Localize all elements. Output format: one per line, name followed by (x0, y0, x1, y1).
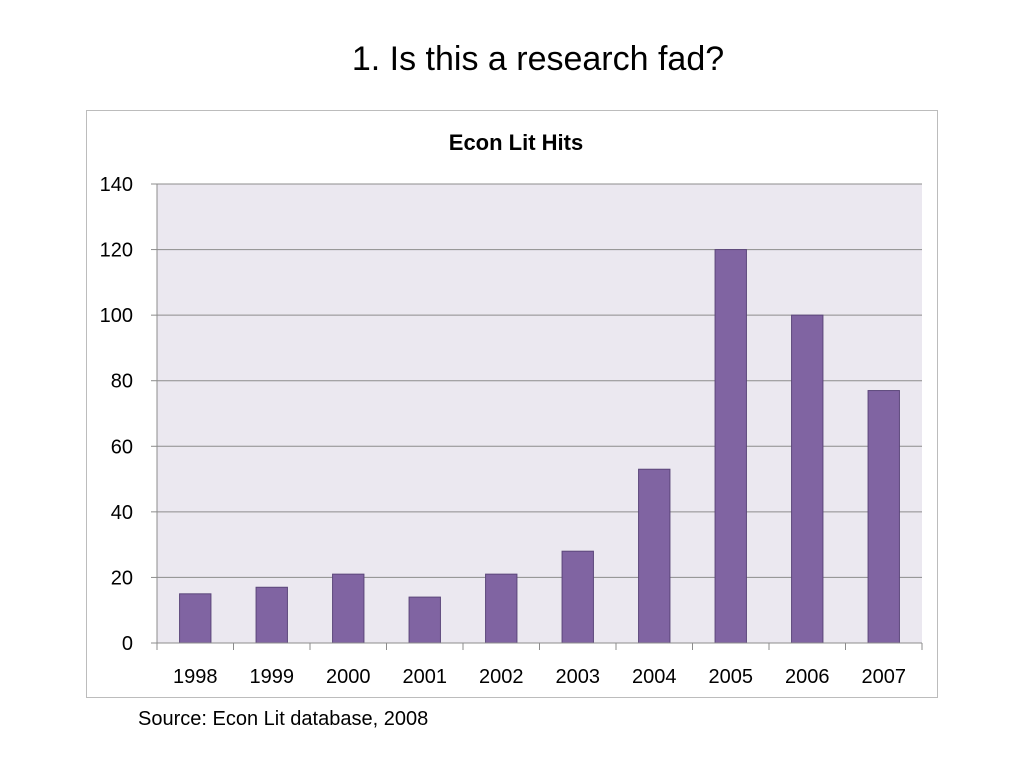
x-tick-label: 2001 (403, 666, 448, 688)
x-tick-labels: 1998 1999 2000 2001 2002 2003 2004 2005 2006 2007 (173, 666, 906, 688)
bar-2005 (714, 249, 747, 644)
x-tick-label: 2005 (709, 666, 754, 688)
y-tick-label: 140 (100, 174, 133, 196)
x-tick-label: 2006 (785, 666, 830, 688)
x-tick-label: 1999 (250, 666, 295, 688)
bar-2001 (408, 596, 441, 644)
y-tick-label: 0 (122, 633, 133, 655)
x-tick-label: 2007 (862, 666, 907, 688)
source-note: Source: Econ Lit database, 2008 (138, 708, 429, 730)
bar-1999 (255, 586, 288, 644)
bar-2006 (791, 314, 824, 644)
bars (179, 249, 900, 644)
bar-2004 (638, 468, 671, 644)
slide-title-text: 1. Is this a research fad? (351, 40, 725, 78)
y-tick-labels: 0 20 40 60 80 100 120 140 (100, 174, 133, 655)
bar-2007 (867, 390, 900, 644)
axes (156, 184, 923, 650)
slide-title: 1. Is this a research fad? (0, 40, 1024, 79)
x-tick-label: 2003 (556, 666, 601, 688)
x-tick-label: 2004 (632, 666, 677, 688)
x-tick-label: 2002 (479, 666, 524, 688)
y-tick-label: 60 (111, 436, 133, 458)
y-tick-label: 80 (111, 371, 133, 393)
y-tick-label: 120 (100, 240, 133, 262)
bar-2003 (561, 550, 594, 644)
x-tick-label: 1998 (173, 666, 218, 688)
bar-2000 (332, 573, 365, 644)
bar-2002 (485, 573, 518, 644)
chart-title: Econ Lit Hits (449, 130, 583, 155)
y-tick-label: 100 (100, 305, 133, 327)
x-tick-label: 2000 (326, 666, 371, 688)
y-tick-label: 40 (111, 502, 133, 524)
y-tick-label: 20 (111, 567, 133, 589)
bar-1998 (179, 593, 212, 644)
